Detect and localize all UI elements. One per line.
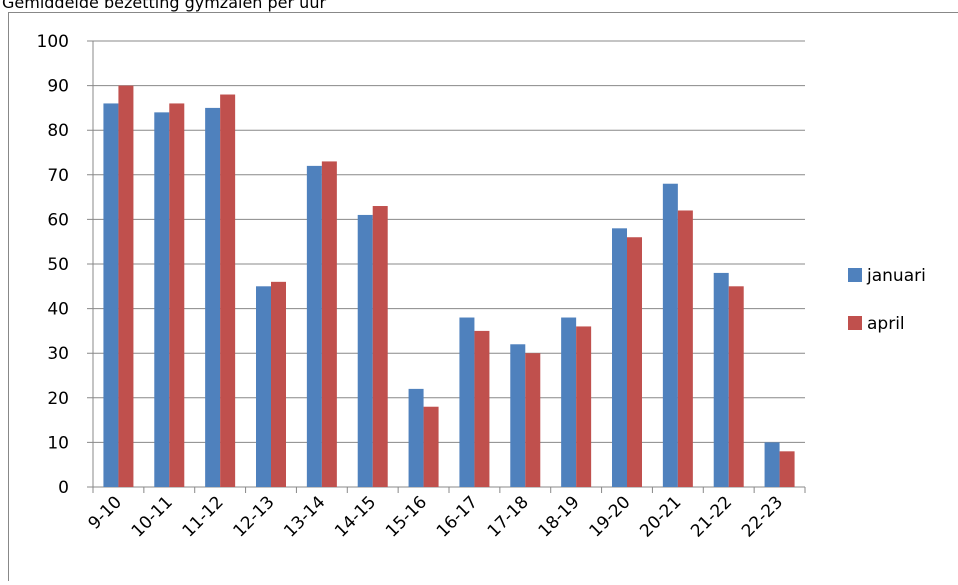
y-tick-label: 50 (47, 255, 69, 275)
y-tick-label: 0 (58, 478, 69, 498)
bar (118, 86, 133, 487)
y-tick-label: 80 (47, 121, 69, 141)
bar (561, 318, 576, 487)
bar (612, 228, 627, 487)
bar (729, 286, 744, 487)
bar (714, 273, 729, 487)
bar (525, 353, 540, 487)
bar (358, 215, 373, 487)
y-tick-label: 70 (47, 166, 69, 186)
chart-title: Gemiddelde bezetting gymzalen per uur (2, 0, 326, 12)
bar (678, 210, 693, 487)
legend-swatch (848, 316, 862, 330)
bar (169, 103, 184, 487)
bar (510, 344, 525, 487)
y-tick-label: 60 (47, 210, 69, 230)
chart-frame (9, 13, 958, 582)
bar (307, 166, 322, 487)
legend-label: januari (866, 266, 926, 286)
legend-label: april (867, 314, 905, 334)
y-tick-label: 10 (47, 433, 69, 453)
bar (205, 108, 220, 487)
bar (474, 331, 489, 487)
y-tick-label: 90 (47, 77, 69, 97)
bar (103, 103, 118, 487)
y-tick-label: 30 (47, 344, 69, 364)
bar (322, 161, 337, 487)
bar (459, 318, 474, 487)
legend-swatch (848, 268, 862, 282)
bar (576, 326, 591, 487)
bar (154, 112, 169, 487)
y-tick-label: 20 (47, 389, 69, 409)
y-tick-label: 100 (37, 32, 69, 52)
bar (409, 389, 424, 487)
bar (627, 237, 642, 487)
bar (424, 407, 439, 487)
bar (780, 451, 795, 487)
bar (663, 184, 678, 487)
bar (256, 286, 271, 487)
bar (220, 95, 235, 487)
bar (373, 206, 388, 487)
y-tick-label: 40 (47, 300, 69, 320)
bar (271, 282, 286, 487)
bar (765, 442, 780, 487)
